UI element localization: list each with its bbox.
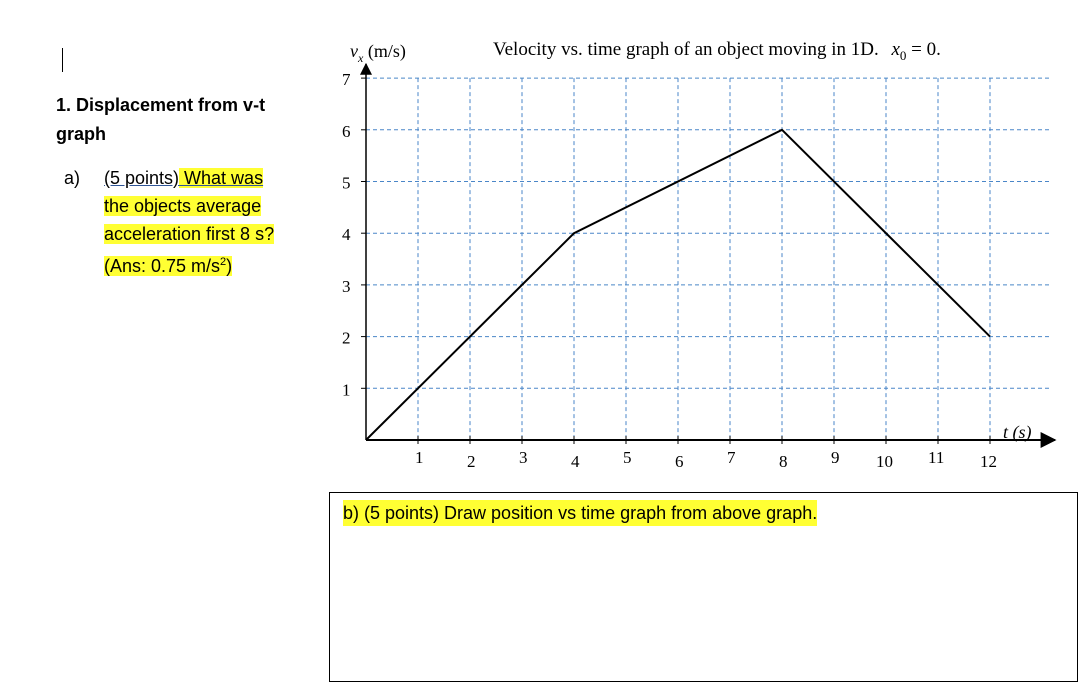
x-tick-label: 8 [779,452,788,471]
y-tick-label: 3 [342,277,351,296]
answer-text: (Ans: 0.75 m/s [104,256,221,276]
part-a-label: a) [64,168,81,188]
part-a-points: (5 points) [104,168,180,188]
x-tick-label: 10 [876,452,893,471]
question-heading: 1. Displacement from v-t graph [56,95,266,144]
part-a-text-3: acceleration first 8 s? [104,224,275,244]
part-a-question: (5 points) What was the objects average … [104,164,304,280]
x-tick-label: 1 [415,448,424,467]
x-tick-label: 12 [980,452,997,471]
x-tick-label: 5 [623,448,632,467]
part-b-question: b) (5 points) Draw position vs time grap… [343,500,818,526]
x-axis-title: t (s) [1003,422,1032,443]
chart-grid [366,77,1052,440]
y-axis-title: vx (m/s) [350,41,406,65]
x-tick-label: 3 [519,448,528,467]
answer-end: ) [226,256,233,276]
y-tick-label: 2 [342,329,351,348]
y-tick-labels: 1 2 3 4 5 6 7 [342,70,366,399]
part-a-answer: (Ans: 0.75 m/s2) [104,256,233,276]
y-tick-label: 5 [342,174,351,193]
x-tick-label: 4 [571,452,580,471]
x-tick-label: 2 [467,452,476,471]
answer-exponent: 2 [220,256,227,268]
y-tick-label: 7 [342,70,351,89]
text-cursor [62,48,63,72]
chart-title: Velocity vs. time graph of an object mov… [493,39,941,63]
x-tick-label: 9 [831,448,840,467]
x-tick-label: 6 [675,452,684,471]
x-tick-labels: 1 2 3 4 5 6 7 8 9 10 11 12 [415,436,997,471]
x-tick-label: 11 [928,448,944,467]
series-line-velocity [365,128,991,441]
y-tick-label: 6 [342,122,351,141]
part-a-text-2: the objects average [104,196,262,216]
y-tick-label: 4 [342,225,351,244]
y-tick-label: 1 [342,380,351,399]
x-tick-label: 7 [727,448,736,467]
part-a-text-1: What was [179,168,264,188]
